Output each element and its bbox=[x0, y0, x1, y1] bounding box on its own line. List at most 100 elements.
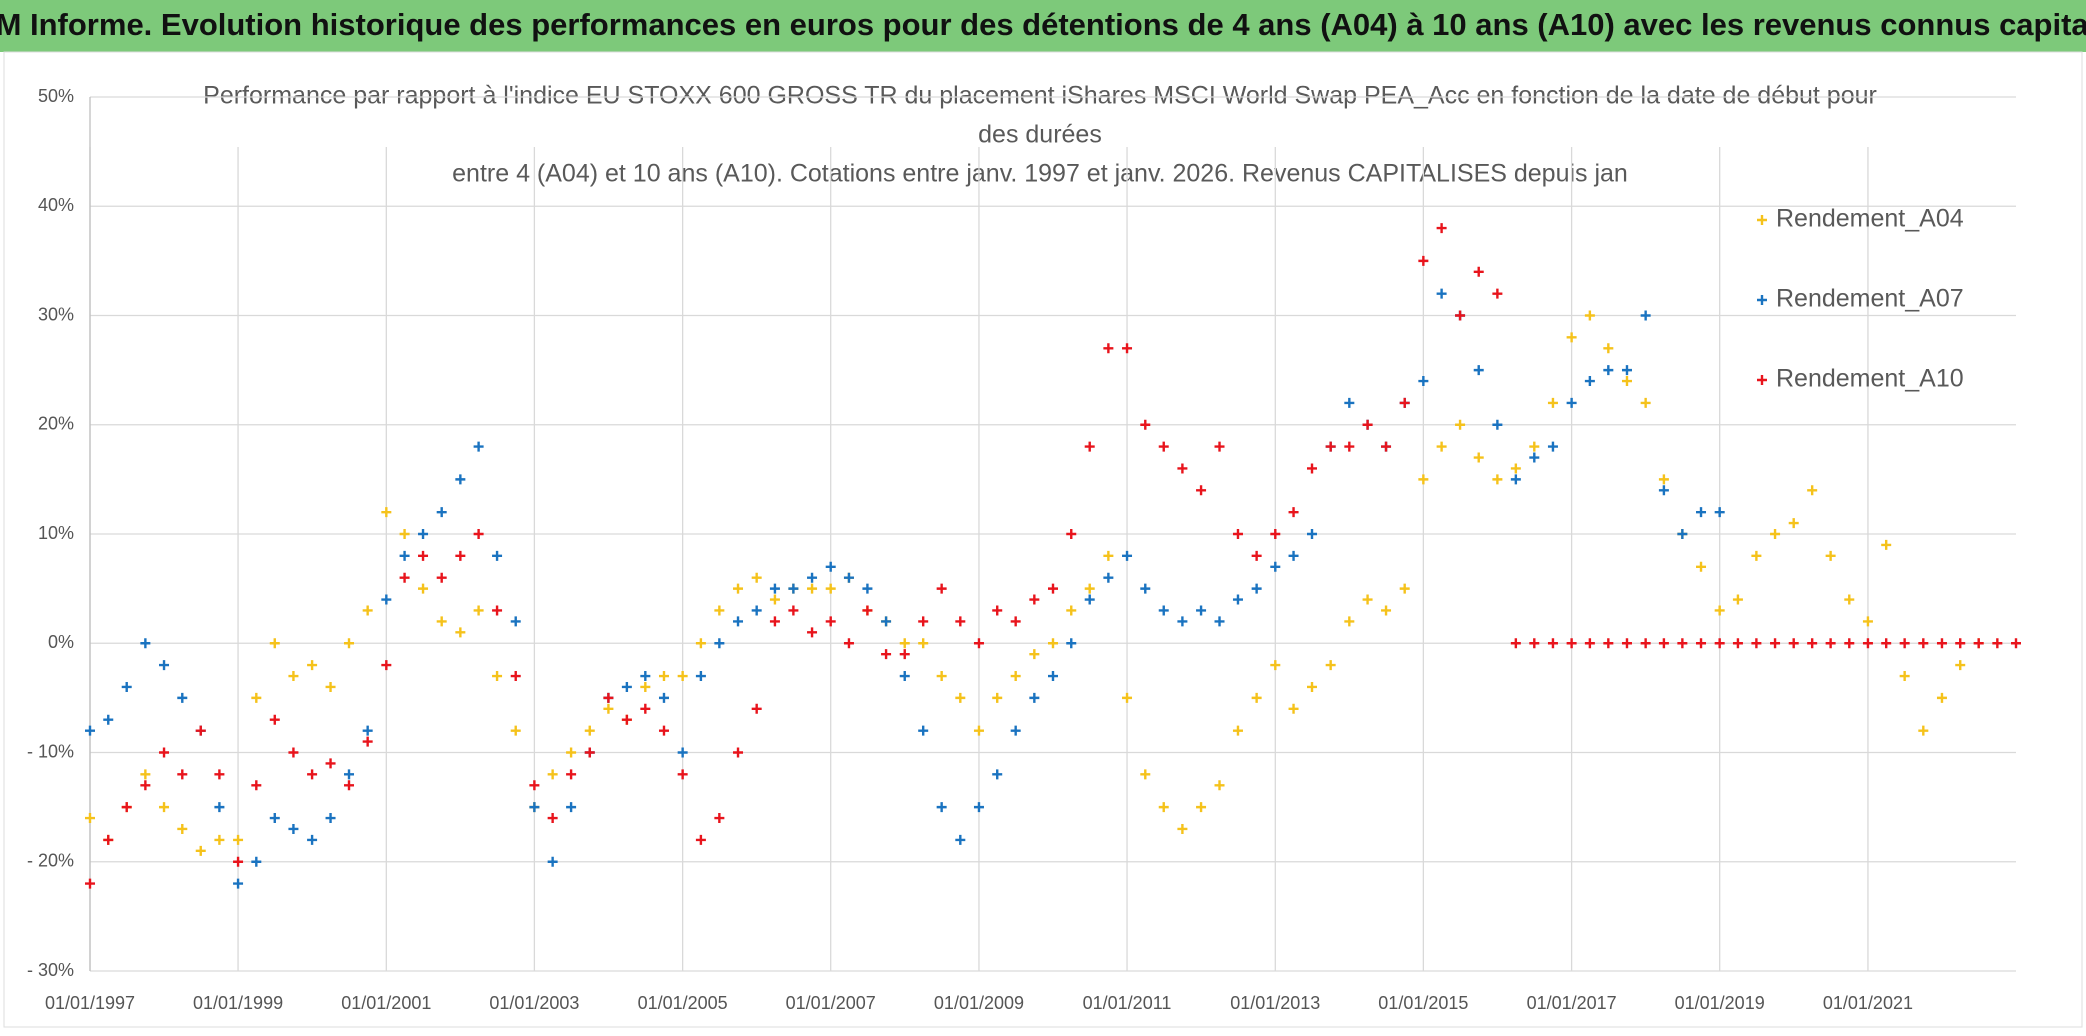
data-point bbox=[362, 605, 373, 616]
data-point bbox=[658, 671, 669, 682]
y-tick-label: - 10% bbox=[27, 741, 74, 761]
data-point bbox=[307, 769, 318, 780]
data-point bbox=[325, 681, 336, 692]
data-point bbox=[955, 834, 966, 845]
data-point bbox=[121, 802, 132, 813]
chart-title: Performance par rapport à l'indice EU ST… bbox=[203, 82, 1877, 110]
data-point bbox=[233, 878, 244, 889]
data-point bbox=[140, 769, 151, 780]
data-point bbox=[492, 550, 503, 561]
data-point bbox=[992, 605, 1003, 616]
data-point bbox=[1084, 594, 1095, 605]
data-point bbox=[325, 758, 336, 769]
data-point bbox=[936, 671, 947, 682]
data-point bbox=[1103, 343, 1114, 354]
y-tick-label: 10% bbox=[38, 523, 74, 543]
data-point bbox=[436, 616, 447, 627]
data-point bbox=[640, 681, 651, 692]
data-point bbox=[1547, 441, 1558, 452]
data-point bbox=[1066, 638, 1077, 649]
data-point bbox=[1529, 452, 1540, 463]
data-point bbox=[1788, 638, 1799, 649]
data-point bbox=[843, 638, 854, 649]
data-point bbox=[381, 660, 392, 671]
data-point bbox=[1232, 594, 1243, 605]
data-point bbox=[1196, 485, 1207, 496]
data-point bbox=[288, 823, 299, 834]
data-point bbox=[621, 681, 632, 692]
data-point bbox=[1584, 638, 1595, 649]
data-point bbox=[251, 780, 262, 791]
data-point bbox=[751, 572, 762, 583]
data-point bbox=[492, 671, 503, 682]
data-point bbox=[1918, 638, 1929, 649]
data-point bbox=[399, 550, 410, 561]
data-point bbox=[1640, 638, 1651, 649]
data-point bbox=[121, 681, 132, 692]
data-point bbox=[473, 441, 484, 452]
data-point bbox=[1158, 441, 1169, 452]
data-point bbox=[1788, 518, 1799, 529]
legend-label: Rendement_A07 bbox=[1776, 285, 1964, 313]
data-point bbox=[1603, 343, 1614, 354]
data-point bbox=[788, 583, 799, 594]
data-point bbox=[269, 813, 280, 824]
data-point bbox=[1455, 419, 1466, 430]
data-point bbox=[566, 747, 577, 758]
legend-marker bbox=[1757, 295, 1767, 305]
data-point bbox=[1492, 419, 1503, 430]
data-point bbox=[973, 725, 984, 736]
data-point bbox=[1214, 441, 1225, 452]
data-point bbox=[1918, 725, 1929, 736]
data-point bbox=[1251, 692, 1262, 703]
data-point bbox=[1473, 365, 1484, 376]
data-point bbox=[1640, 310, 1651, 321]
data-point bbox=[825, 616, 836, 627]
data-point bbox=[1029, 649, 1040, 660]
data-point bbox=[362, 736, 373, 747]
data-point bbox=[1048, 583, 1058, 594]
data-point bbox=[1418, 474, 1429, 485]
data-point bbox=[1714, 638, 1725, 649]
data-point bbox=[1029, 692, 1040, 703]
data-point bbox=[473, 605, 484, 616]
data-point bbox=[807, 627, 818, 638]
data-point bbox=[103, 834, 114, 845]
data-point bbox=[1103, 572, 1114, 583]
data-point bbox=[307, 660, 318, 671]
data-point bbox=[1381, 441, 1392, 452]
data-point bbox=[1696, 507, 1707, 518]
data-point bbox=[344, 780, 355, 791]
data-point bbox=[733, 616, 744, 627]
data-point bbox=[695, 638, 706, 649]
data-point bbox=[1122, 550, 1133, 561]
data-point bbox=[418, 529, 429, 539]
chart: Performance par rapport à l'indice EU ST… bbox=[27, 82, 2021, 1013]
data-point bbox=[1770, 529, 1781, 539]
data-point bbox=[899, 638, 910, 649]
data-point bbox=[1992, 638, 2003, 649]
data-point bbox=[1492, 474, 1503, 485]
data-point bbox=[658, 692, 669, 703]
data-point bbox=[1362, 594, 1373, 605]
data-point bbox=[325, 813, 336, 824]
data-point bbox=[344, 769, 355, 780]
data-point bbox=[640, 671, 651, 682]
data-point bbox=[547, 813, 558, 824]
data-point bbox=[584, 747, 595, 758]
data-point bbox=[1010, 671, 1021, 682]
data-point bbox=[1899, 671, 1910, 682]
data-point bbox=[436, 507, 447, 518]
y-tick-label: - 30% bbox=[27, 960, 74, 980]
data-point bbox=[1807, 485, 1818, 496]
data-point bbox=[1640, 397, 1651, 408]
data-point bbox=[751, 703, 762, 714]
data-point bbox=[1122, 692, 1133, 703]
legend-label: Rendement_A10 bbox=[1776, 365, 1964, 393]
data-point bbox=[85, 725, 95, 736]
data-point bbox=[1881, 638, 1892, 649]
data-point bbox=[1936, 638, 1947, 649]
data-point bbox=[399, 529, 410, 539]
data-point bbox=[751, 605, 762, 616]
data-point bbox=[918, 725, 929, 736]
